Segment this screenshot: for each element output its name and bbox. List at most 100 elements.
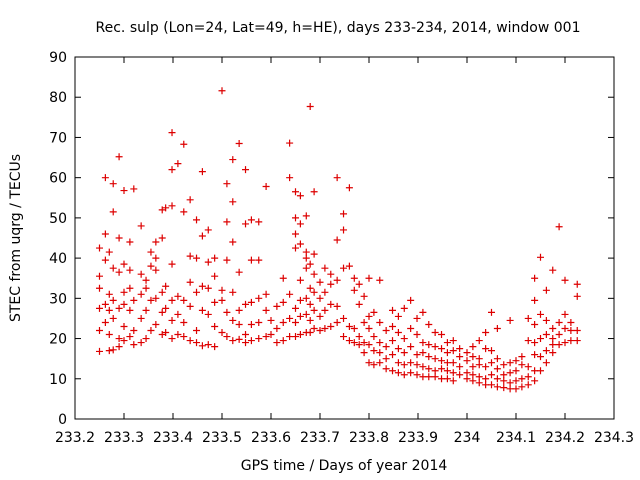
- data-point: [96, 304, 103, 312]
- data-point: [463, 349, 471, 357]
- data-point: [229, 156, 237, 164]
- data-point: [389, 351, 397, 359]
- data-point: [223, 308, 231, 316]
- data-point: [567, 318, 575, 326]
- data-point: [370, 347, 378, 355]
- data-point: [204, 341, 212, 349]
- data-point: [130, 185, 138, 193]
- data-point: [198, 168, 206, 176]
- data-point: [279, 318, 287, 326]
- y-axis-label: STEC from uqrg / TECUs: [8, 154, 24, 322]
- data-point: [302, 264, 310, 272]
- x-tick-label: 234: [454, 430, 481, 446]
- data-point: [247, 298, 255, 306]
- data-point: [360, 292, 368, 300]
- data-point: [158, 234, 166, 242]
- data-point: [292, 230, 299, 238]
- data-point: [482, 329, 490, 337]
- data-point: [130, 341, 138, 349]
- data-point: [296, 312, 304, 320]
- data-point: [425, 320, 433, 328]
- data-point: [340, 264, 348, 272]
- data-point: [542, 347, 550, 355]
- data-point: [365, 359, 373, 367]
- data-point: [413, 371, 421, 379]
- data-point: [229, 198, 237, 206]
- data-point: [180, 318, 188, 326]
- data-point: [506, 359, 514, 367]
- data-point: [537, 353, 544, 361]
- data-point: [198, 282, 206, 290]
- data-point: [101, 174, 109, 182]
- data-point: [469, 371, 477, 379]
- data-point: [394, 345, 402, 353]
- data-point: [316, 327, 324, 335]
- data-point: [542, 331, 550, 339]
- data-point: [186, 252, 194, 260]
- data-point: [382, 365, 390, 373]
- data-point: [109, 346, 117, 354]
- data-point: [255, 218, 263, 226]
- data-point: [316, 278, 324, 286]
- data-point: [120, 260, 128, 268]
- data-point: [413, 331, 421, 339]
- data-point: [382, 355, 390, 363]
- x-tick-label: 233.9: [398, 430, 438, 446]
- data-point: [115, 335, 123, 343]
- data-point: [96, 244, 103, 252]
- data-point: [168, 166, 176, 174]
- data-point: [524, 381, 532, 389]
- data-point: [567, 327, 575, 335]
- data-point: [273, 339, 281, 347]
- data-point: [321, 264, 329, 272]
- data-point: [531, 351, 539, 359]
- data-point: [500, 361, 508, 369]
- data-point: [115, 268, 123, 276]
- y-tick-label: 90: [49, 50, 67, 66]
- data-point: [120, 300, 128, 308]
- data-point: [449, 377, 457, 385]
- data-point: [262, 183, 270, 191]
- data-point: [279, 337, 287, 345]
- data-point: [413, 351, 421, 359]
- data-point: [333, 276, 341, 284]
- data-point: [549, 341, 557, 349]
- data-point: [218, 296, 226, 304]
- y-tick-label: 20: [49, 332, 67, 348]
- data-point: [96, 272, 103, 280]
- data-point: [229, 238, 237, 246]
- data-point: [475, 355, 483, 363]
- data-point: [419, 363, 427, 371]
- data-point: [333, 302, 341, 310]
- data-point: [438, 331, 446, 339]
- data-point: [537, 253, 544, 261]
- data-point: [168, 335, 176, 343]
- x-tick-label: 233.7: [300, 430, 340, 446]
- data-point: [229, 316, 237, 324]
- data-point: [345, 337, 353, 345]
- data-point: [394, 369, 402, 377]
- data-point: [531, 320, 539, 328]
- data-point: [101, 300, 109, 308]
- data-point: [115, 153, 123, 161]
- data-point: [120, 322, 128, 330]
- data-point: [120, 288, 128, 296]
- data-point: [340, 314, 348, 322]
- data-point: [376, 276, 384, 284]
- data-point: [126, 333, 134, 341]
- data-point: [389, 322, 397, 330]
- data-point: [518, 383, 526, 391]
- data-point: [137, 222, 145, 230]
- data-point: [482, 375, 490, 383]
- data-point: [235, 320, 243, 328]
- data-point: [321, 325, 329, 332]
- data-point: [394, 312, 402, 320]
- data-point: [247, 320, 255, 328]
- data-point: [360, 318, 368, 326]
- data-point: [126, 238, 134, 246]
- data-point: [449, 369, 457, 377]
- data-point: [109, 296, 117, 304]
- data-point: [223, 256, 231, 264]
- data-point: [198, 342, 206, 350]
- data-point: [512, 367, 520, 375]
